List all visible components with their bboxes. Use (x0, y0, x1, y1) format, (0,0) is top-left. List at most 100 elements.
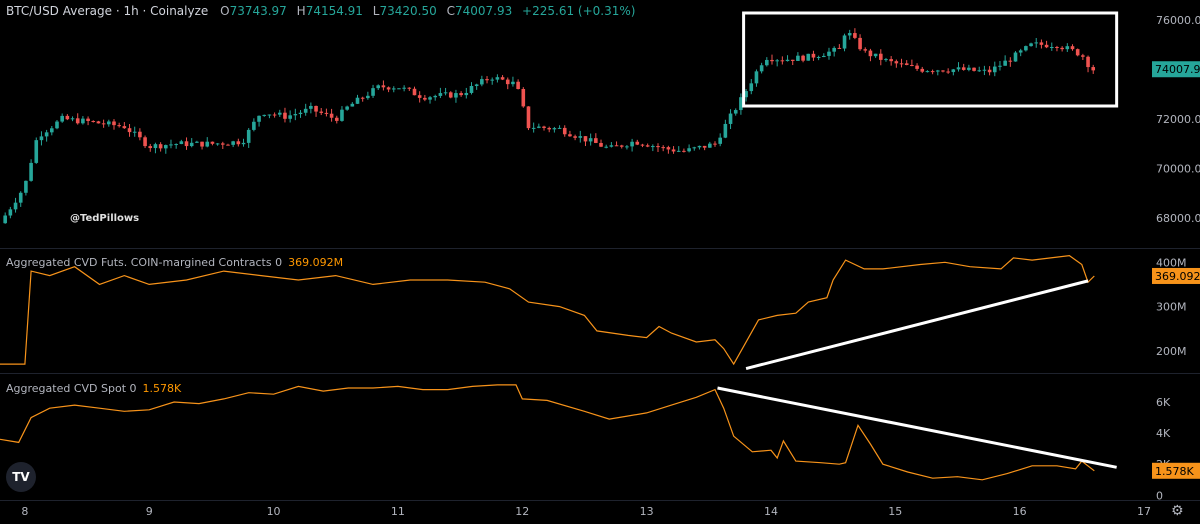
candle-body (992, 66, 997, 73)
candle-body (210, 141, 215, 144)
candle-body (625, 146, 629, 148)
candle-body (594, 138, 598, 143)
candle-body (1081, 55, 1085, 57)
candle-body (982, 69, 987, 71)
candle-body (656, 146, 660, 148)
candle-body (967, 67, 971, 70)
candle-body (661, 147, 665, 149)
last-price-badge-bg (1152, 61, 1200, 78)
futs-trendline (745, 279, 1089, 371)
candle-body (298, 112, 303, 115)
candle-body (915, 65, 919, 69)
candle-body (728, 113, 733, 124)
candle-body (428, 97, 432, 100)
candle-body (303, 108, 308, 113)
candle-body (215, 143, 220, 145)
candle-body (853, 33, 857, 38)
candle-body (314, 105, 318, 112)
candle-body (86, 118, 90, 121)
candle-body (448, 92, 453, 98)
candle-body (511, 81, 515, 85)
candle-body (329, 113, 334, 118)
candle-body (158, 144, 163, 149)
candle-body (790, 59, 795, 61)
candle-body (687, 148, 691, 152)
candle-body (1024, 46, 1028, 51)
candle-body (899, 63, 904, 65)
candle-body (309, 105, 313, 109)
candle-body (951, 69, 956, 73)
candle-body (246, 129, 251, 143)
candle-body (739, 97, 743, 111)
candle-body (360, 97, 365, 99)
candle-body (469, 86, 474, 93)
candle-body (749, 83, 754, 92)
y-tick-label: 4K (1156, 427, 1171, 440)
spot-cvd-legend[interactable]: Aggregated CVD Spot 0 1.578K (6, 382, 181, 395)
candle-body (277, 112, 282, 115)
candle-body (619, 145, 624, 147)
candle-body (371, 88, 375, 96)
candle-body (868, 50, 873, 57)
tradingview-logo[interactable]: TV (6, 462, 36, 492)
spot-cvd-badge-bg (1152, 462, 1200, 479)
candle-body (537, 126, 541, 128)
candle-body (366, 95, 370, 99)
candle-body (775, 60, 779, 62)
candle-body (651, 146, 655, 148)
candle-body (107, 121, 111, 125)
gear-icon[interactable]: ⚙ (1171, 503, 1184, 519)
candle-body (226, 144, 230, 146)
candle-body (956, 67, 961, 70)
candle-body (179, 141, 184, 145)
candle-body (1065, 46, 1070, 50)
x-tick-label: 9 (146, 505, 153, 518)
candle-body (18, 192, 23, 203)
candle-body (1091, 67, 1096, 71)
candle-body (438, 93, 443, 96)
close-label: C (446, 4, 455, 18)
candle-body (863, 49, 868, 51)
candle-body (8, 209, 13, 216)
candle-body (1049, 47, 1054, 49)
candle-body (236, 141, 241, 145)
candle-body (894, 61, 899, 64)
candle-body (402, 87, 406, 89)
change-value: +225.61 (+0.31%) (522, 4, 636, 18)
candle-body (904, 63, 909, 66)
y-tick-label: 300M (1156, 301, 1187, 314)
candle-body (858, 37, 862, 50)
candle-body (910, 65, 914, 67)
symbol-title[interactable]: BTC/USD Average · 1h · Coinalyze (6, 4, 209, 18)
candle-body (873, 53, 878, 57)
candle-body (531, 127, 536, 129)
candle-body (81, 118, 85, 124)
x-tick-label: 14 (764, 505, 778, 518)
candle-body (153, 144, 158, 149)
candle-body (143, 137, 147, 147)
candle-body (262, 114, 267, 116)
candle-body (500, 77, 505, 80)
candle-body (101, 123, 106, 125)
candle-body (495, 77, 500, 80)
candle-body (324, 112, 329, 114)
candle-body (801, 55, 805, 61)
candle-body (485, 79, 489, 81)
candle-body (24, 180, 28, 193)
candle-body (454, 93, 458, 98)
candle-body (1029, 43, 1033, 47)
candle-body (13, 202, 18, 210)
y-tick-label: 400M (1156, 256, 1187, 269)
futs-cvd-badge-bg (1152, 267, 1200, 284)
futs-cvd-legend[interactable]: Aggregated CVD Futs. COIN-margined Contr… (6, 256, 343, 269)
candle-body (816, 57, 821, 59)
candle-body (334, 117, 339, 121)
x-tick-label: 17 (1137, 505, 1151, 518)
candle-body (785, 59, 790, 62)
highlight-box (742, 11, 1119, 108)
candle-body (407, 87, 412, 89)
candle-body (713, 143, 717, 145)
candle-body (640, 144, 645, 146)
candle-body (252, 121, 256, 130)
